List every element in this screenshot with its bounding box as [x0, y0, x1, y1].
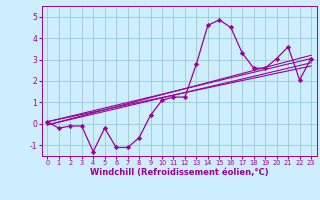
- X-axis label: Windchill (Refroidissement éolien,°C): Windchill (Refroidissement éolien,°C): [90, 168, 268, 177]
